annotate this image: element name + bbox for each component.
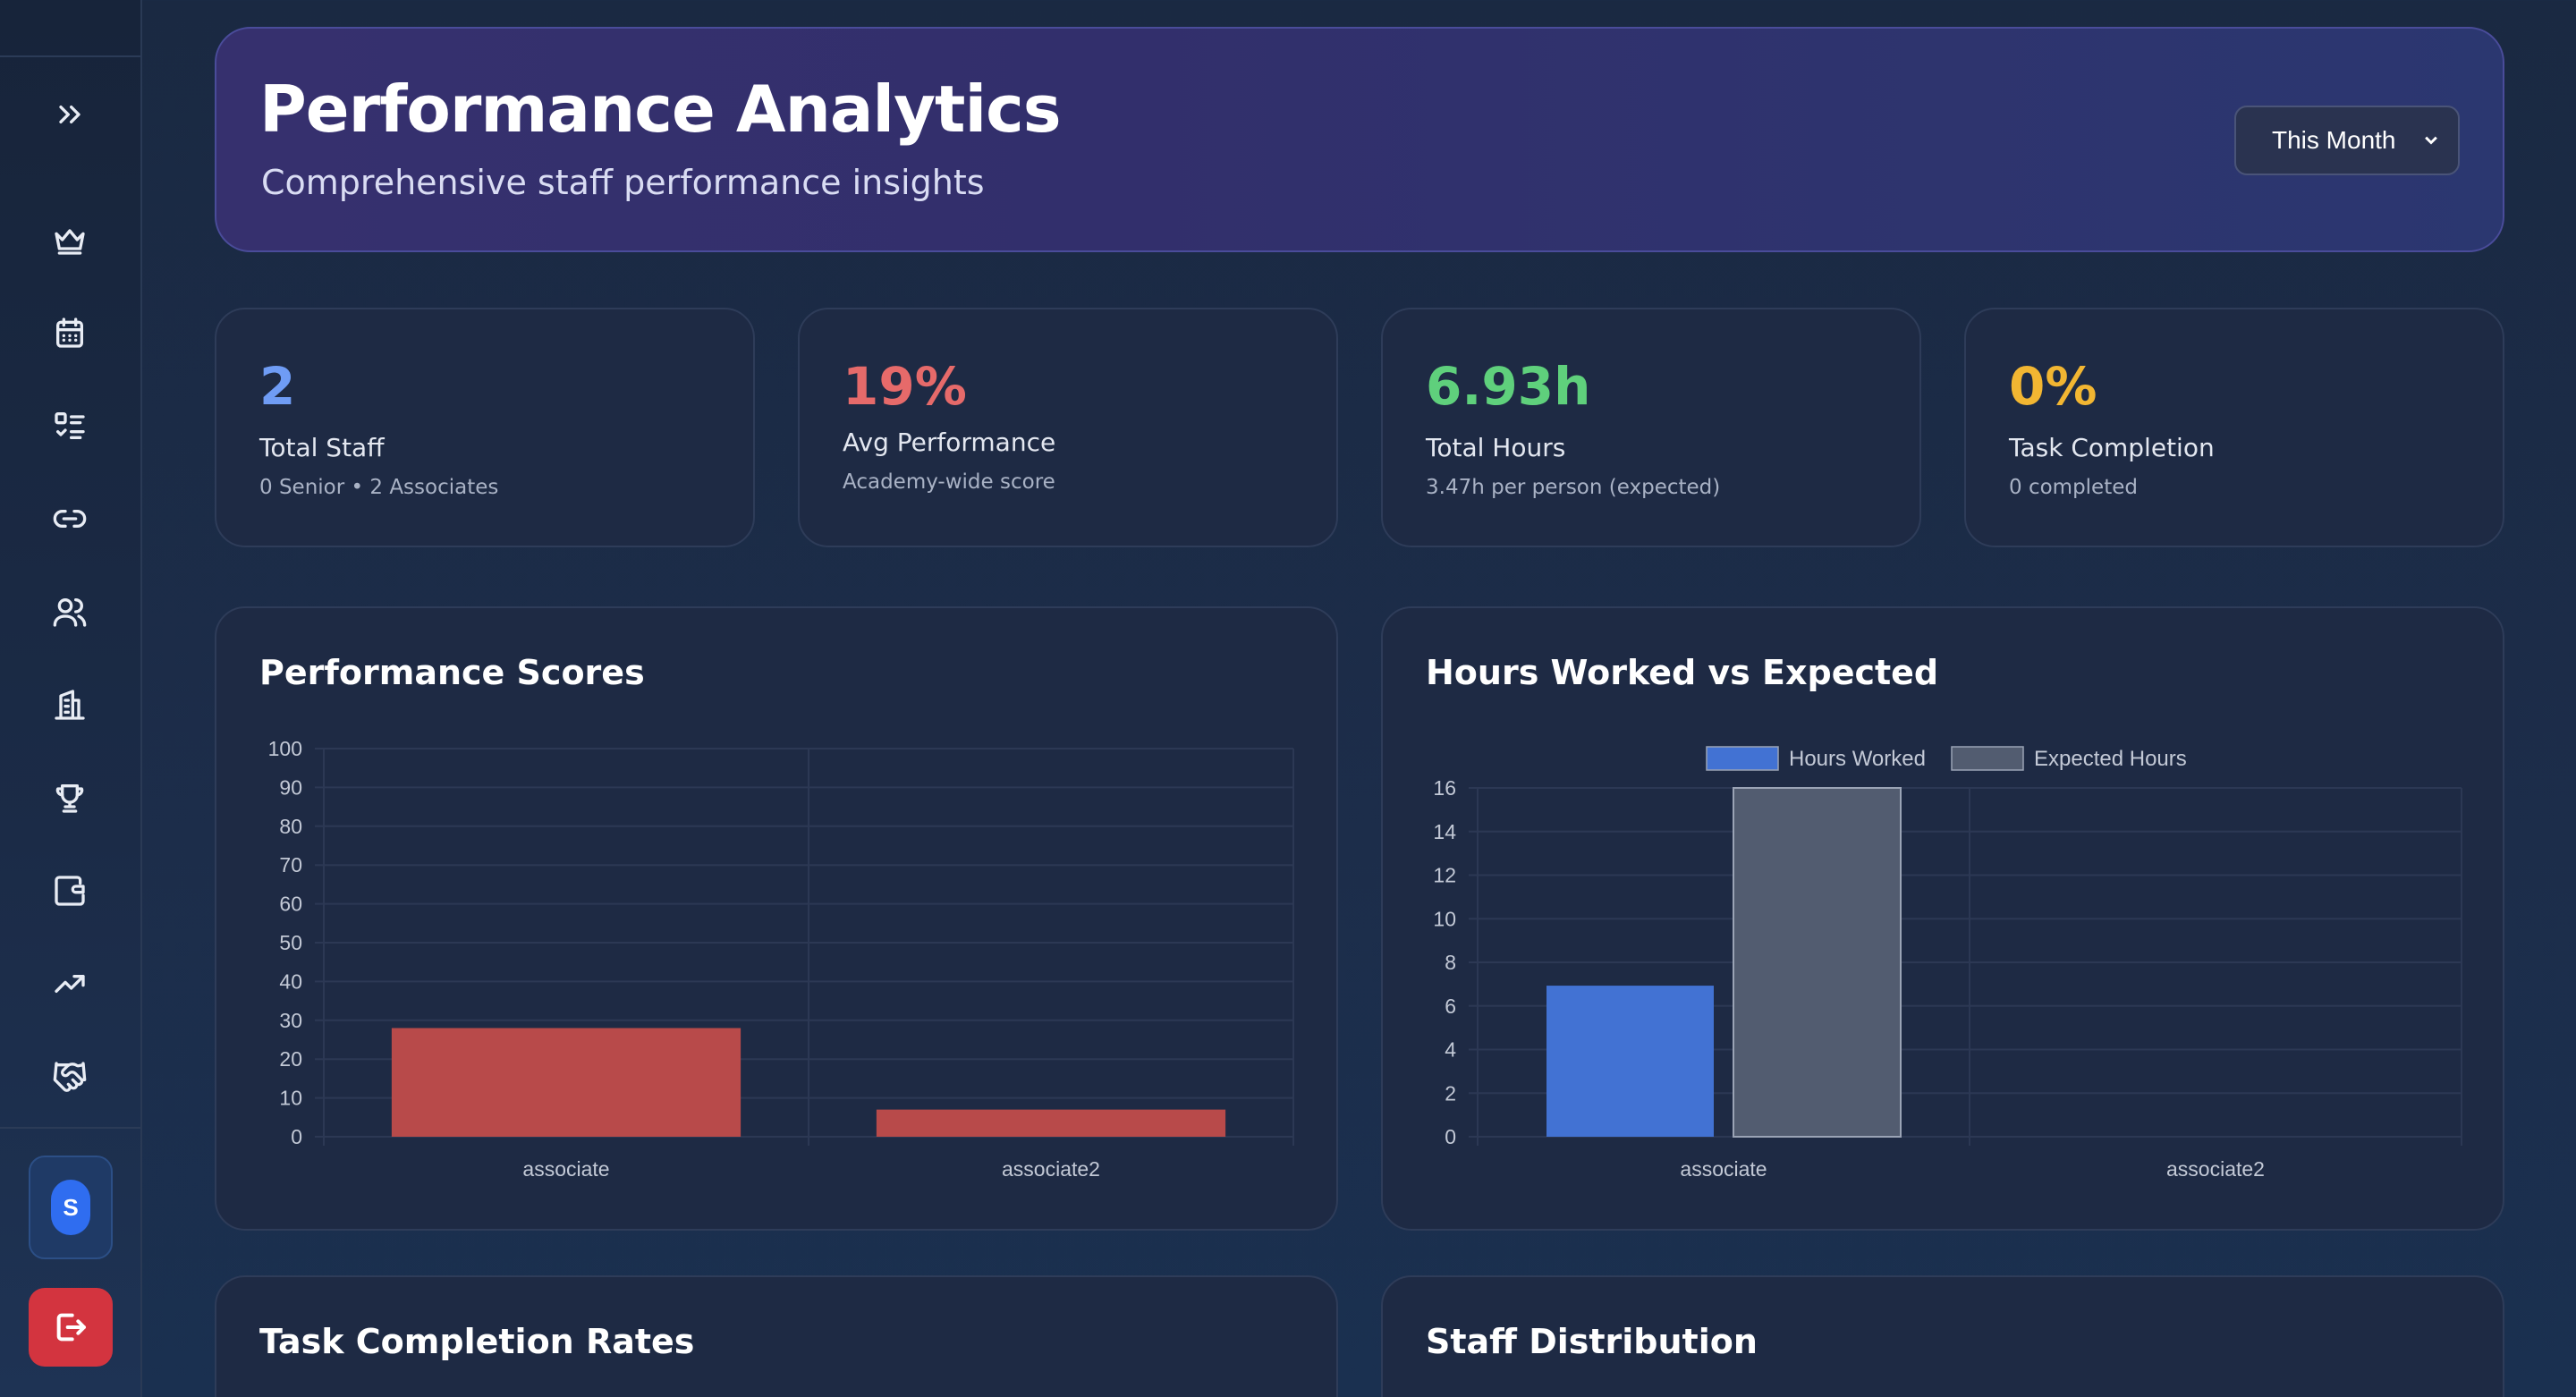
legend-swatch — [1951, 746, 2024, 771]
staff-distribution-card: Staff Distribution — [1381, 1275, 2504, 1397]
y-tick-label: 40 — [279, 969, 302, 993]
legend-label: Expected Hours — [2034, 747, 2187, 771]
x-tick-label: associate2 — [2166, 1157, 2265, 1181]
task-completion-card: Task Completion Rates — [215, 1275, 1338, 1397]
users-icon[interactable] — [48, 590, 91, 633]
page-subtitle: Comprehensive staff performance insights — [261, 163, 985, 202]
y-tick-label: 0 — [291, 1125, 302, 1148]
y-tick-label: 50 — [279, 931, 302, 954]
period-select-value: This Month — [2272, 126, 2396, 154]
y-tick-label: 30 — [279, 1009, 302, 1032]
trending-up-icon[interactable] — [48, 962, 91, 1005]
x-tick-label: associate2 — [1002, 1157, 1100, 1181]
checklist-icon[interactable] — [48, 404, 91, 447]
period-select[interactable]: This Month — [2234, 106, 2460, 175]
y-tick-label: 4 — [1445, 1038, 1456, 1062]
stat-label: Task Completion — [2009, 433, 2215, 462]
stat-value: 19% — [843, 356, 967, 417]
stat-sub: 3.47h per person (expected) — [1426, 476, 1721, 499]
stat-sub: 0 completed — [2009, 476, 2138, 499]
chart-title: Staff Distribution — [1426, 1322, 1758, 1361]
y-tick-label: 100 — [268, 737, 302, 760]
user-avatar-button[interactable]: S — [29, 1156, 113, 1259]
x-tick-label: associate — [1680, 1157, 1767, 1181]
chart-title: Performance Scores — [259, 653, 645, 692]
sidebar-divider — [0, 1127, 140, 1129]
calendar-icon[interactable] — [48, 311, 91, 354]
chevron-down-icon — [2419, 127, 2444, 152]
y-tick-label: 70 — [279, 853, 302, 876]
crown-icon[interactable] — [48, 218, 91, 261]
stat-value: 6.93h — [1426, 356, 1591, 417]
stat-label: Total Hours — [1426, 433, 1566, 462]
y-tick-label: 10 — [1433, 907, 1456, 930]
y-tick-label: 14 — [1433, 820, 1456, 843]
y-tick-label: 16 — [1433, 776, 1456, 800]
y-tick-label: 0 — [1445, 1125, 1456, 1148]
bar-associate — [391, 1028, 741, 1137]
logout-button[interactable] — [29, 1288, 113, 1367]
chart-title: Hours Worked vs Expected — [1426, 653, 1939, 692]
legend-label: Hours Worked — [1789, 747, 1926, 771]
page-title: Performance Analytics — [259, 72, 1062, 147]
logout-icon — [56, 1313, 86, 1342]
trophy-icon[interactable] — [48, 776, 91, 819]
y-tick-label: 2 — [1445, 1081, 1456, 1105]
sidebar: S — [0, 0, 142, 1397]
stat-label: Total Staff — [259, 433, 385, 462]
stat-card-task-completion: 0% Task Completion 0 completed — [1964, 308, 2504, 547]
performance-scores-chart: 0 10 20 30 40 50 60 70 80 90 100 associate associate… — [268, 737, 1294, 1181]
stat-sub: 0 Senior • 2 Associates — [259, 476, 499, 499]
performance-scores-card: 0 10 20 30 40 50 60 70 80 90 100 associate associate… — [215, 606, 1338, 1231]
y-tick-label: 8 — [1445, 951, 1456, 974]
stat-label: Avg Performance — [843, 428, 1056, 457]
y-tick-label: 10 — [279, 1087, 302, 1110]
wallet-icon[interactable] — [48, 869, 91, 912]
link-icon[interactable] — [48, 497, 91, 540]
y-tick-label: 20 — [279, 1047, 302, 1071]
bar-associate2 — [876, 1109, 1226, 1137]
stat-card-avg-performance: 19% Avg Performance Academy-wide score — [798, 308, 1338, 547]
y-tick-label: 12 — [1433, 864, 1456, 887]
chart-title: Task Completion Rates — [259, 1322, 695, 1361]
x-tick-label: associate — [522, 1157, 609, 1181]
handshake-icon[interactable] — [48, 1055, 91, 1098]
double-chevron-right-icon[interactable] — [48, 93, 91, 136]
bar-associate-hours-worked — [1546, 986, 1714, 1137]
building-icon[interactable] — [48, 683, 91, 726]
page-header: Performance Analytics Comprehensive staf… — [215, 27, 2504, 252]
sidebar-divider — [0, 55, 140, 57]
stat-sub: Academy-wide score — [843, 470, 1055, 494]
stat-value: 2 — [259, 356, 296, 417]
hours-worked-chart: 0 2 4 6 8 10 12 14 16 associate associate2 Hours Wo… — [1433, 746, 2462, 1181]
legend-swatch — [1706, 746, 1779, 771]
stat-value: 0% — [2009, 356, 2097, 417]
bar-associate-expected-hours — [1733, 787, 1902, 1138]
y-tick-label: 80 — [279, 815, 302, 838]
stat-card-total-staff: 2 Total Staff 0 Senior • 2 Associates — [215, 308, 755, 547]
y-tick-label: 90 — [279, 775, 302, 799]
stat-card-total-hours: 6.93h Total Hours 3.47h per person (expe… — [1381, 308, 1921, 547]
avatar: S — [51, 1180, 90, 1235]
y-tick-label: 6 — [1445, 995, 1456, 1018]
y-tick-label: 60 — [279, 893, 302, 916]
hours-worked-card: 0 2 4 6 8 10 12 14 16 associate associate2 Hours Wo… — [1381, 606, 2504, 1231]
